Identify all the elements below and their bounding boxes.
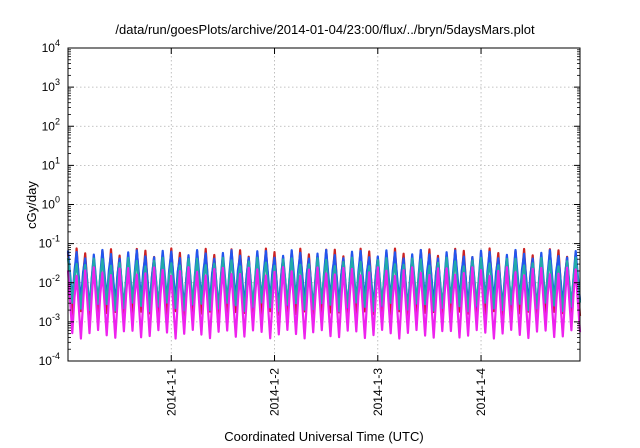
x-tick-label: 2014-1-4 xyxy=(474,368,488,416)
x-tick-label: 2014-1-3 xyxy=(371,368,385,416)
x-tick-label: 2014-1-1 xyxy=(164,368,178,416)
y-tick-label: 101 xyxy=(42,155,60,172)
y-tick-label: 10-1 xyxy=(39,234,60,251)
y-tick-label: 10-4 xyxy=(39,351,60,368)
series-group xyxy=(66,247,582,340)
series-line xyxy=(66,266,582,340)
y-tick-label: 100 xyxy=(42,195,60,212)
y-axis-label: cGy/day xyxy=(24,181,39,229)
y-tick-label: 102 xyxy=(42,116,60,133)
y-tick-label: 10-2 xyxy=(39,273,60,290)
x-axis-ticks: 2014-1-1 2014-1-2 2014-1-3 2014-1-4 xyxy=(164,48,488,416)
y-tick-label: 103 xyxy=(42,77,60,94)
y-tick-label: 104 xyxy=(42,38,60,55)
y-axis-ticks: 10-4 10-3 10-2 10-1 100 101 102 103 104 xyxy=(39,38,580,368)
y-tick-label: 10-3 xyxy=(39,312,60,329)
x-tick-label: 2014-1-2 xyxy=(268,368,282,416)
x-axis-label: Coordinated Universal Time (UTC) xyxy=(224,429,423,444)
chart-title: /data/run/goesPlots/archive/2014-01-04/2… xyxy=(115,22,535,37)
